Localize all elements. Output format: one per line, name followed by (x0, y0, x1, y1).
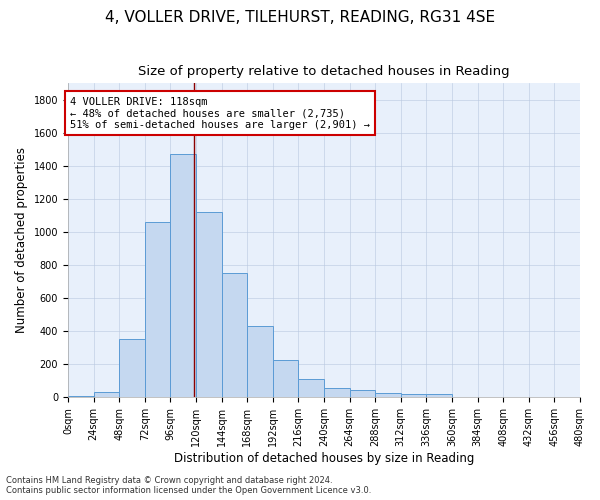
Bar (94, 392, 119, 398)
Bar (452, 396, 478, 398)
X-axis label: Distribution of detached houses by size in Reading: Distribution of detached houses by size … (174, 452, 474, 465)
Bar (427, 394, 452, 398)
Y-axis label: Number of detached properties: Number of detached properties (15, 148, 28, 334)
Bar (478, 396, 503, 398)
Bar (170, 154, 196, 398)
Title: Size of property relative to detached houses in Reading: Size of property relative to detached ho… (138, 65, 510, 78)
Bar (145, 222, 170, 398)
Bar (298, 380, 324, 398)
Text: Contains HM Land Registry data © Crown copyright and database right 2024.
Contai: Contains HM Land Registry data © Crown c… (6, 476, 371, 495)
Bar (196, 212, 221, 398)
Bar (247, 326, 273, 398)
Bar (68, 396, 94, 398)
Bar (119, 339, 145, 398)
Bar (221, 274, 247, 398)
Text: 4 VOLLER DRIVE: 118sqm
← 48% of detached houses are smaller (2,735)
51% of semi-: 4 VOLLER DRIVE: 118sqm ← 48% of detached… (70, 96, 370, 130)
Text: 4, VOLLER DRIVE, TILEHURST, READING, RG31 4SE: 4, VOLLER DRIVE, TILEHURST, READING, RG3… (105, 10, 495, 25)
Bar (324, 388, 350, 398)
Bar (375, 392, 401, 398)
Bar (503, 396, 529, 398)
Bar (350, 390, 375, 398)
Bar (401, 394, 427, 398)
Bar (273, 360, 298, 398)
